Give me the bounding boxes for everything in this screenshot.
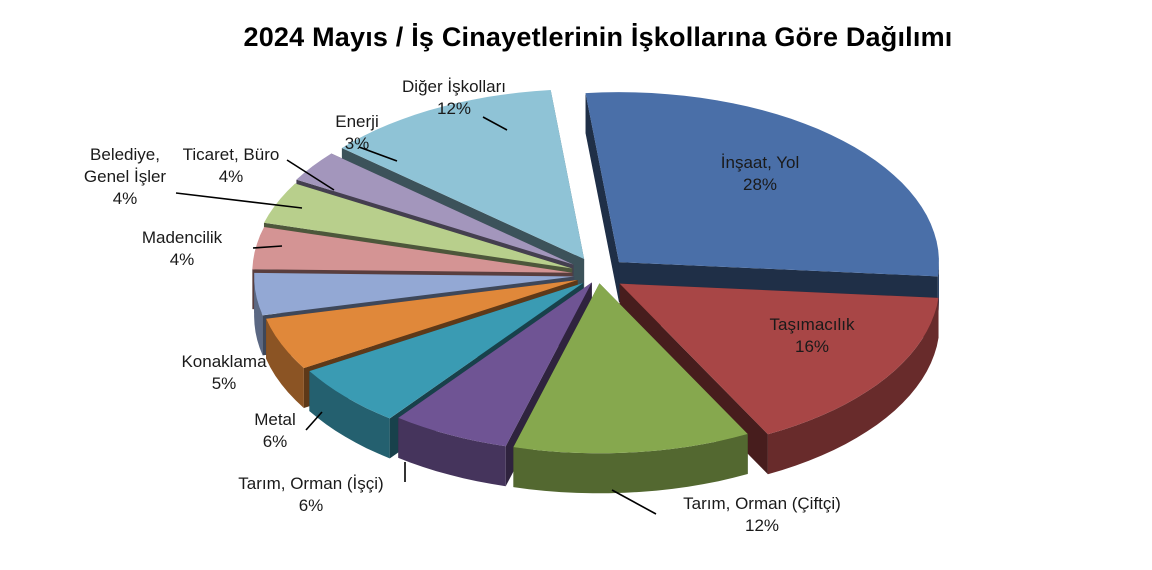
slices-layer: [252, 89, 939, 494]
slice-label-6: Konaklama 5%: [181, 352, 267, 393]
slice-4-rim: [398, 417, 506, 487]
slice-label-10: Enerji 3%: [335, 112, 378, 153]
slice-label-11: Diğer İşkolları 12%: [402, 77, 506, 118]
slice-11-top: [341, 90, 585, 260]
slice-9-top: [264, 183, 573, 269]
slice-1-side-start: [585, 93, 619, 303]
slice-2-top: [619, 283, 939, 435]
slice-label-1: İnşaat, Yol 28%: [721, 153, 799, 194]
leader-line-5: [305, 411, 323, 431]
slice-labels: İnşaat, Yol 28% Taşımacılık 16% Tarım, Orman…: [84, 77, 855, 535]
slice-7-rim: [254, 276, 263, 356]
leader-lines: [175, 116, 657, 515]
leader-line-3: [611, 489, 657, 515]
slice-1-top: [585, 92, 939, 277]
slice-4-top: [398, 282, 592, 447]
slice-label-5: Metal 6%: [254, 410, 296, 451]
slice-3-top: [513, 283, 748, 454]
slice-3: [513, 283, 748, 494]
slice-label-9: Ticaret, Büro 4%: [183, 145, 280, 186]
slice-2-rim: [767, 297, 939, 475]
slice-label-7: Madencilik 4%: [142, 228, 223, 269]
slice-7-top: [254, 272, 575, 316]
slice-label-4: Tarım, Orman (İşçi) 6%: [238, 474, 383, 515]
leader-line-11: [482, 116, 508, 131]
slice-3-rim: [513, 434, 748, 494]
slice-label-3: Tarım, Orman (Çiftçi) 12%: [683, 494, 841, 535]
leader-line-7: [252, 245, 283, 249]
leader-line-9: [286, 159, 335, 191]
slice-1: [585, 92, 939, 317]
slice-6-rim: [266, 318, 304, 409]
chart-title: 2024 Mayıs / İş Cinayetlerinin İşkolları…: [243, 22, 953, 52]
slice-8-top: [252, 227, 573, 273]
slice-5-rim: [309, 371, 390, 459]
slice-label-2: Taşımacılık 16%: [769, 315, 855, 356]
slice-5-top: [309, 283, 584, 419]
slice-label-8: Belediye, Genel İşler 4%: [84, 145, 167, 208]
leader-line-10: [358, 146, 398, 162]
leader-line-8: [175, 192, 303, 209]
slice-10-top: [296, 153, 574, 265]
slice-6-top: [266, 279, 578, 369]
